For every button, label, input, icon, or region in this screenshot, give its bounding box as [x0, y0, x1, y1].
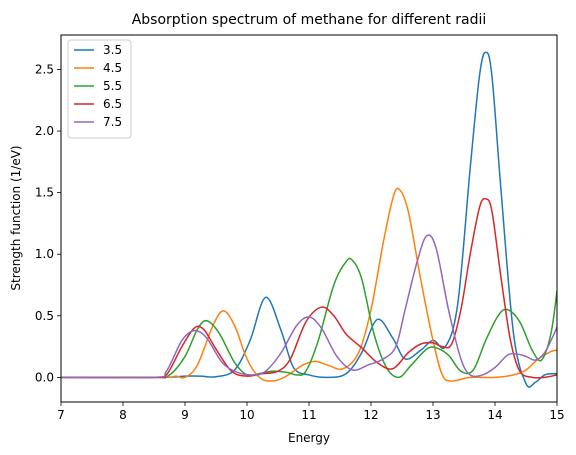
y-axis: 0.0 0.5 1.0 1.5 2.0 2.5: [35, 62, 61, 384]
x-tick-label: 14: [487, 408, 502, 422]
chart-title: Absorption spectrum of methane for diffe…: [132, 12, 487, 28]
x-tick-label: 10: [239, 408, 254, 422]
y-tick-label: 0.5: [35, 309, 54, 323]
series-line-2: [61, 187, 557, 382]
x-axis: 7 8 9 10 11 12 13 14 15: [57, 402, 565, 422]
legend-label: 5.5: [103, 79, 122, 93]
legend: 3.5 4.5 5.5 6.5 7.5: [67, 39, 132, 139]
x-tick-label: 15: [549, 408, 564, 422]
y-tick-label: 0.0: [35, 370, 54, 384]
legend-box: [67, 39, 132, 139]
legend-label: 7.5: [103, 115, 122, 129]
x-tick-label: 12: [363, 408, 378, 422]
x-tick-label: 13: [425, 408, 440, 422]
y-axis-label: Strength function (1/eV): [9, 145, 23, 290]
y-tick-label: 1.5: [35, 186, 54, 200]
x-tick-label: 7: [57, 408, 65, 422]
series-line-5: [61, 234, 557, 379]
legend-label: 6.5: [103, 97, 122, 111]
y-tick-label: 2.5: [35, 62, 54, 76]
legend-label: 3.5: [103, 43, 122, 57]
legend-label: 4.5: [103, 61, 122, 75]
x-tick-label: 8: [119, 408, 127, 422]
x-tick-label: 9: [181, 408, 189, 422]
y-tick-label: 1.0: [35, 247, 54, 261]
series-layer: [61, 51, 557, 388]
series-line-3: [61, 257, 557, 379]
y-tick-label: 2.0: [35, 124, 54, 138]
x-tick-label: 11: [301, 408, 316, 422]
x-axis-label: Energy: [288, 431, 330, 445]
